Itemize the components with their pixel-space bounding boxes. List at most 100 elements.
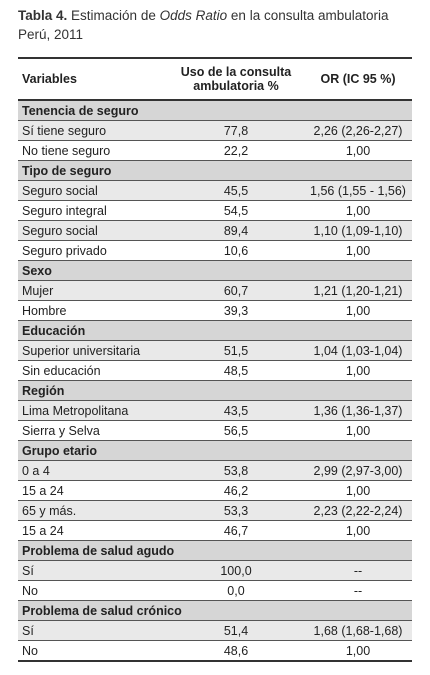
data-row: 15 a 24 46,7 1,00 (18, 520, 412, 541)
section-row: Problema de salud agudo (18, 540, 412, 561)
cell: 46,7 (168, 520, 304, 541)
cell: 1,56 (1,55 - 1,56) (304, 180, 412, 201)
data-row: Mujer 60,7 1,21 (1,20-1,21) (18, 280, 412, 301)
cell: 77,8 (168, 120, 304, 141)
section-row: Educación (18, 320, 412, 341)
cell: Sin educación (18, 360, 168, 381)
section-title: Región (18, 380, 412, 401)
cell: 15 a 24 (18, 520, 168, 541)
section-title: Tipo de seguro (18, 160, 412, 181)
cell: Lima Metropolitana (18, 400, 168, 421)
section-title: Sexo (18, 260, 412, 281)
cell: 1,00 (304, 140, 412, 161)
cell: 1,00 (304, 520, 412, 541)
section-row: Problema de salud crónico (18, 600, 412, 621)
title-italic: Odds Ratio (159, 8, 228, 23)
data-table: Variables Uso de la consulta ambulatoria… (18, 57, 412, 662)
section-title: Grupo etario (18, 440, 412, 461)
cell: 2,99 (2,97-3,00) (304, 460, 412, 481)
cell: 2,23 (2,22-2,24) (304, 500, 412, 521)
cell: 22,2 (168, 140, 304, 161)
cell: 51,5 (168, 340, 304, 361)
section-title: Tenencia de seguro (18, 100, 412, 121)
title-text: Estimación de (71, 8, 156, 23)
table-body: Tenencia de seguro Sí tiene seguro 77,8 2,2… (18, 100, 412, 662)
header-cell: Uso de la consulta ambulatoria % (168, 57, 304, 101)
cell: 1,00 (304, 240, 412, 261)
data-row: Seguro social 89,4 1,10 (1,09-1,10) (18, 220, 412, 241)
table-title: Tabla 4. Estimación de Odds Ratio en la … (18, 6, 418, 44)
cell: 45,5 (168, 180, 304, 201)
data-row: Lima Metropolitana 43,5 1,36 (1,36-1,37) (18, 400, 412, 421)
section-title: Problema de salud agudo (18, 540, 412, 561)
cell: 48,5 (168, 360, 304, 381)
cell: 1,00 (304, 480, 412, 501)
cell: 1,00 (304, 200, 412, 221)
cell: 15 a 24 (18, 480, 168, 501)
data-row: Superior universitaria 51,5 1,04 (1,03-1,0… (18, 340, 412, 361)
section-row: Tenencia de seguro (18, 100, 412, 121)
cell: No tiene seguro (18, 140, 168, 161)
cell: 54,5 (168, 200, 304, 221)
cell: 1,36 (1,36-1,37) (304, 400, 412, 421)
cell: 1,00 (304, 360, 412, 381)
data-row: Sí 51,4 1,68 (1,68-1,68) (18, 620, 412, 641)
cell: Sí (18, 560, 168, 581)
cell: 89,4 (168, 220, 304, 241)
cell: -- (304, 560, 412, 581)
data-row: 0 a 4 53,8 2,99 (2,97-3,00) (18, 460, 412, 481)
cell: 1,00 (304, 300, 412, 321)
cell: Seguro social (18, 180, 168, 201)
data-row: No 48,6 1,00 (18, 640, 412, 662)
cell: Sí (18, 620, 168, 641)
title-text: en la consulta ambulatoria Perú, 2011 (18, 8, 389, 42)
data-row: 15 a 24 46,2 1,00 (18, 480, 412, 501)
cell: 1,00 (304, 420, 412, 441)
header-row: Variables Uso de la consulta ambulatoria… (18, 57, 412, 101)
section-row: Sexo (18, 260, 412, 281)
cell: Seguro integral (18, 200, 168, 221)
data-row: Seguro privado 10,6 1,00 (18, 240, 412, 261)
cell: 0,0 (168, 580, 304, 601)
cell: 1,68 (1,68-1,68) (304, 620, 412, 641)
cell: 1,10 (1,09-1,10) (304, 220, 412, 241)
cell: Seguro social (18, 220, 168, 241)
data-row: Hombre 39,3 1,00 (18, 300, 412, 321)
cell: -- (304, 580, 412, 601)
data-row: Sí 100,0 -- (18, 560, 412, 581)
section-row: Tipo de seguro (18, 160, 412, 181)
cell: Hombre (18, 300, 168, 321)
cell: 51,4 (168, 620, 304, 641)
cell: 0 a 4 (18, 460, 168, 481)
header-cell: Variables (18, 57, 168, 101)
cell: Mujer (18, 280, 168, 301)
cell: 1,21 (1,20-1,21) (304, 280, 412, 301)
cell: 46,2 (168, 480, 304, 501)
cell: 53,8 (168, 460, 304, 481)
cell: 2,26 (2,26-2,27) (304, 120, 412, 141)
cell: 1,00 (304, 640, 412, 662)
data-row: 65 y más. 53,3 2,23 (2,22-2,24) (18, 500, 412, 521)
cell: 48,6 (168, 640, 304, 662)
cell: 100,0 (168, 560, 304, 581)
data-row: No 0,0 -- (18, 580, 412, 601)
data-row: Sin educación 48,5 1,00 (18, 360, 412, 381)
cell: 53,3 (168, 500, 304, 521)
cell: 10,6 (168, 240, 304, 261)
cell: 56,5 (168, 420, 304, 441)
cell: Superior universitaria (18, 340, 168, 361)
cell: 43,5 (168, 400, 304, 421)
data-row: Seguro social 45,5 1,56 (1,55 - 1,56) (18, 180, 412, 201)
cell: No (18, 640, 168, 662)
section-title: Problema de salud crónico (18, 600, 412, 621)
cell: Sí tiene seguro (18, 120, 168, 141)
cell: 1,04 (1,03-1,04) (304, 340, 412, 361)
cell: Sierra y Selva (18, 420, 168, 441)
header-cell: OR (IC 95 %) (304, 57, 412, 101)
cell: 60,7 (168, 280, 304, 301)
data-row: No tiene seguro 22,2 1,00 (18, 140, 412, 161)
cell: 65 y más. (18, 500, 168, 521)
cell: No (18, 580, 168, 601)
data-row: Sierra y Selva 56,5 1,00 (18, 420, 412, 441)
